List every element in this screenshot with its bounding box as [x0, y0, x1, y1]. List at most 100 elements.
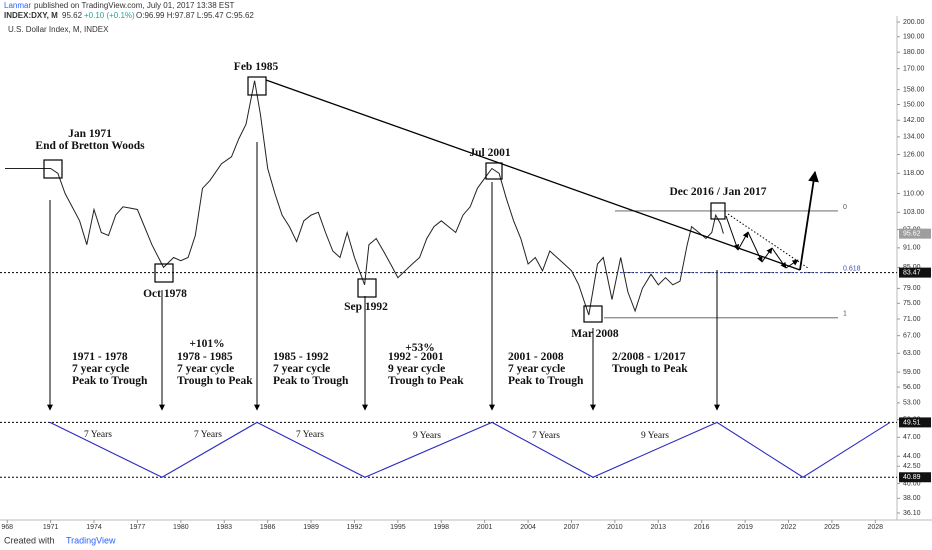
- annotation: 1971 - 1978: [72, 351, 128, 363]
- annotation: Mar 2008: [571, 328, 619, 340]
- price-line: [5, 80, 724, 316]
- marker-box: [485, 162, 503, 180]
- annotation: 7 year cycle: [72, 363, 129, 375]
- annotation: Jul 2001: [469, 147, 510, 159]
- x-tick-label: 2010: [607, 524, 623, 531]
- fib-label: 0.618: [843, 265, 861, 272]
- y-tick-label: 40.00: [903, 480, 921, 487]
- cycle-zigzag: [49, 421, 891, 478]
- y-tick-label: 200.00: [903, 19, 925, 26]
- y-tick-label: 126.00: [903, 151, 925, 158]
- footer-brand: TradingView: [66, 535, 116, 545]
- y-tick-label: 44.00: [903, 453, 921, 460]
- y-tick-label: 142.00: [903, 117, 925, 124]
- annotation: End of Bretton Woods: [35, 140, 145, 152]
- y-tick-label: 36.10: [903, 510, 921, 517]
- drawing-line: [771, 247, 787, 269]
- drawing-line: [761, 247, 773, 263]
- y-tick-label: 150.00: [903, 101, 925, 108]
- last-price-tag: [899, 228, 931, 239]
- marker-box: [247, 76, 267, 96]
- annotation: Trough to Peak: [612, 363, 688, 375]
- x-tick-label: 2007: [564, 524, 580, 531]
- y-tick-label: 180.00: [903, 49, 925, 56]
- marker-box: [154, 263, 174, 283]
- fib-label: 1: [843, 311, 847, 318]
- cycle-label: 9 Years: [413, 431, 441, 441]
- x-tick-label: 1983: [216, 524, 232, 531]
- annotation: Peak to Trough: [72, 375, 148, 387]
- x-tick-label: 1998: [433, 524, 449, 531]
- level-tag: [899, 267, 931, 278]
- y-tick-label: 63.00: [903, 350, 921, 357]
- chart-title: U.S. Dollar Index, M, INDEX: [8, 25, 109, 34]
- y-tick-label: 56.00: [903, 384, 921, 391]
- y-tick-label: 71.00: [903, 316, 921, 323]
- y-tick-label: 47.00: [903, 434, 921, 441]
- x-tick-label: 1980: [173, 524, 189, 531]
- x-tick-label: 2019: [737, 524, 753, 531]
- x-tick-label: 2022: [781, 524, 797, 531]
- marker-box: [583, 305, 603, 323]
- x-tick-label: 1992: [347, 524, 363, 531]
- annotation: 7 year cycle: [508, 363, 565, 375]
- x-tick-label: 2001: [477, 524, 493, 531]
- drawing-line: [747, 231, 763, 263]
- level-label: 40.89: [903, 474, 921, 481]
- annotation: Trough to Peak: [388, 375, 464, 387]
- annotation: Sep 1992: [344, 301, 388, 313]
- drawing-line: [265, 79, 801, 271]
- cycle-label: 9 Years: [641, 431, 669, 441]
- x-tick-label: 1995: [390, 524, 406, 531]
- plot-area: [0, 76, 897, 478]
- annotation: 1992 - 2001: [388, 351, 444, 363]
- y-tick-label: 75.00: [903, 300, 921, 307]
- annotation: Peak to Trough: [508, 375, 584, 387]
- y-tick-label: 134.00: [903, 134, 925, 141]
- y-tick-label: 158.00: [903, 86, 925, 93]
- y-tick-label: 170.00: [903, 65, 925, 72]
- y-tick-label: 67.00: [903, 332, 921, 339]
- annotation: 7 year cycle: [273, 363, 330, 375]
- y-tick-label: 38.00: [903, 495, 921, 502]
- annotation: Trough to Peak: [177, 375, 253, 387]
- marker-box: [710, 202, 726, 220]
- y-tick-label: 103.00: [903, 209, 925, 216]
- y-tick-label: 110.00: [903, 190, 924, 197]
- x-tick-label: 1971: [43, 524, 59, 531]
- ohlc: O:96.99 H:97.87 L:95.47 C:95.62: [136, 11, 254, 20]
- y-tick-label: 79.00: [903, 285, 921, 292]
- x-tick-label: 2016: [694, 524, 710, 531]
- drawing-line: [725, 215, 740, 251]
- x-tick-label: 968: [1, 524, 13, 531]
- annotation: Dec 2016 / Jan 2017: [669, 186, 766, 198]
- cycle-label: 7 Years: [296, 430, 324, 440]
- annotation: Oct 1978: [143, 288, 187, 300]
- marker-box: [43, 159, 63, 179]
- annotation: Peak to Trough: [273, 375, 349, 387]
- x-tick-label: 1986: [260, 524, 276, 531]
- cycle-label: 7 Years: [84, 430, 112, 440]
- last-price-label: 95.62: [903, 230, 921, 237]
- annotation: Jan 1971: [68, 128, 112, 140]
- x-tick-label: 2028: [868, 524, 884, 531]
- y-tick-label: 53.00: [903, 400, 921, 407]
- x-tick-label: 2004: [520, 524, 536, 531]
- marker-box: [357, 278, 377, 298]
- y-tick-label: 190.00: [903, 34, 925, 41]
- annotation: 9 year cycle: [388, 363, 445, 375]
- x-tick-label: 2013: [650, 524, 666, 531]
- y-tick-label: 118.00: [903, 170, 924, 177]
- annotation: +53%: [405, 342, 435, 354]
- annotation: 2/2008 - 1/2017: [612, 351, 686, 363]
- footer-created: Created with: [4, 535, 55, 545]
- x-tick-label: 2025: [824, 524, 840, 531]
- level-tag: [899, 417, 931, 428]
- annotation: 1985 - 1992: [273, 351, 329, 363]
- drawing-line: [737, 231, 749, 251]
- level-label: 83.47: [903, 269, 921, 276]
- publisher: Lanmar: [4, 1, 31, 10]
- x-tick-label: 1977: [130, 524, 146, 531]
